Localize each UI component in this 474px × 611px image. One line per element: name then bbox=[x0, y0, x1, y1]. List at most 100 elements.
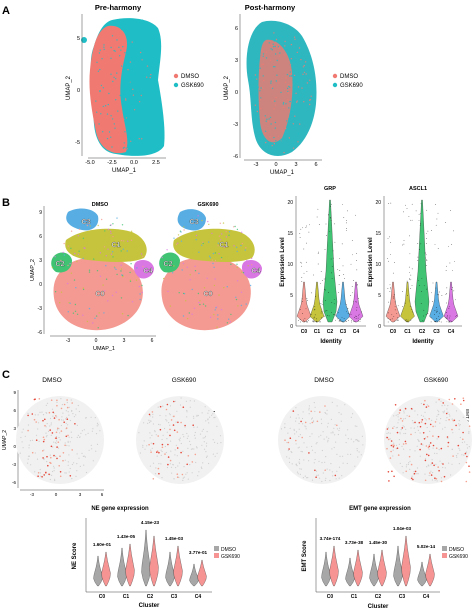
feature-point bbox=[68, 436, 70, 438]
feature-point bbox=[434, 425, 436, 427]
violin-dmso bbox=[189, 563, 199, 587]
feature-scored-cell bbox=[336, 424, 338, 427]
expression-point bbox=[328, 315, 330, 317]
expression-point bbox=[408, 266, 410, 268]
scatter-point bbox=[268, 42, 270, 44]
p-value-annotation: 1.04e-03 bbox=[393, 526, 412, 531]
scatter-point bbox=[299, 123, 301, 125]
scatter-point bbox=[141, 107, 143, 110]
feature-point bbox=[332, 432, 334, 434]
feature-point bbox=[76, 470, 78, 472]
feature-scored-cell bbox=[454, 398, 456, 400]
expression-point bbox=[358, 298, 359, 299]
scatter-point bbox=[217, 242, 219, 244]
expression-point bbox=[434, 321, 436, 322]
pre-x-tick: -5.0 bbox=[85, 160, 94, 166]
expression-point bbox=[448, 245, 449, 247]
feature-point bbox=[166, 438, 168, 440]
feature-point bbox=[45, 432, 47, 434]
scatter-point bbox=[303, 64, 305, 67]
identity-tick: C2 bbox=[327, 329, 334, 335]
scatter-point bbox=[236, 250, 238, 253]
scatter-point bbox=[299, 49, 301, 51]
scatter-point bbox=[142, 48, 144, 50]
violin-gsk690 bbox=[125, 543, 135, 587]
feature-point bbox=[37, 428, 39, 430]
expression-point bbox=[445, 270, 447, 271]
expression-point bbox=[332, 257, 334, 259]
scatter-point bbox=[149, 106, 152, 109]
scatter-point bbox=[304, 61, 307, 63]
feature-point bbox=[356, 439, 358, 441]
scatter-point bbox=[137, 104, 140, 106]
scatter-point bbox=[223, 287, 225, 289]
scatter-point bbox=[223, 246, 226, 248]
feature-scored-cell bbox=[396, 431, 399, 434]
feature-point bbox=[186, 411, 188, 413]
feature-scored-cell bbox=[27, 414, 29, 417]
scatter-point bbox=[275, 80, 277, 82]
feature-scored-cell bbox=[427, 405, 430, 408]
feature-point bbox=[420, 414, 423, 416]
feature-point bbox=[345, 442, 347, 444]
scatter-point bbox=[121, 224, 124, 226]
feature-point bbox=[56, 416, 58, 418]
scatter-point bbox=[135, 66, 137, 68]
scatter-point bbox=[122, 296, 125, 298]
feature-scored-cell bbox=[158, 451, 160, 454]
legend-dmso-label: DMSO bbox=[181, 74, 199, 80]
scatter-point bbox=[77, 235, 80, 237]
feature-scored-cell bbox=[432, 444, 435, 447]
feature-point bbox=[334, 424, 336, 426]
feature-scored-cell bbox=[47, 464, 49, 467]
feature-point bbox=[428, 448, 430, 450]
pre-x-tick: -2.5 bbox=[107, 160, 116, 166]
feature-point bbox=[187, 435, 189, 437]
expression-point bbox=[436, 218, 438, 220]
scatter-point bbox=[260, 87, 262, 89]
scatter-point bbox=[303, 101, 305, 103]
scatter-point bbox=[127, 38, 130, 40]
pre-x-label: UMAP_1 bbox=[112, 168, 137, 174]
scatter-point bbox=[110, 136, 112, 138]
pre-x-tick: 0.0 bbox=[130, 160, 138, 166]
feature-point bbox=[194, 431, 196, 434]
feature-point bbox=[307, 477, 309, 479]
feature-point bbox=[96, 422, 99, 424]
expression-point bbox=[330, 205, 331, 207]
scatter-point bbox=[63, 242, 65, 245]
feature-point bbox=[185, 400, 187, 402]
scatter-point bbox=[105, 265, 107, 267]
ne-violin-chart: NE gene expression NE Score Cluster C01.… bbox=[72, 506, 212, 609]
scatter-point bbox=[75, 287, 77, 289]
feature-scored-cell bbox=[387, 471, 390, 473]
x-tick: -3 bbox=[30, 492, 34, 497]
scatter-point bbox=[274, 127, 276, 129]
feature-scored-cell bbox=[159, 428, 162, 431]
feature-point bbox=[60, 419, 63, 421]
expression-point bbox=[388, 203, 389, 204]
feature-point bbox=[318, 436, 320, 438]
expression-point bbox=[324, 289, 326, 291]
feature-point bbox=[403, 432, 405, 435]
feature-point bbox=[160, 463, 162, 465]
scatter-point bbox=[94, 317, 96, 319]
scatter-point bbox=[297, 80, 299, 83]
expression-point bbox=[305, 308, 307, 310]
feature-point bbox=[320, 418, 322, 420]
expression-point bbox=[403, 240, 405, 241]
scatter-point bbox=[273, 136, 275, 139]
feature-title: GSK690 bbox=[172, 377, 197, 384]
expression-point bbox=[409, 305, 411, 307]
feature-point bbox=[49, 417, 52, 420]
feature-point bbox=[458, 447, 460, 449]
feature-scored-cell bbox=[319, 411, 321, 413]
scatter-point bbox=[292, 123, 294, 125]
scatter-point bbox=[302, 73, 304, 76]
feature-point bbox=[83, 464, 85, 466]
expression-point bbox=[435, 311, 437, 313]
scatter-point bbox=[294, 54, 296, 57]
feature-point bbox=[182, 477, 184, 479]
violin-dmso bbox=[393, 545, 403, 587]
expression-point bbox=[389, 236, 390, 238]
